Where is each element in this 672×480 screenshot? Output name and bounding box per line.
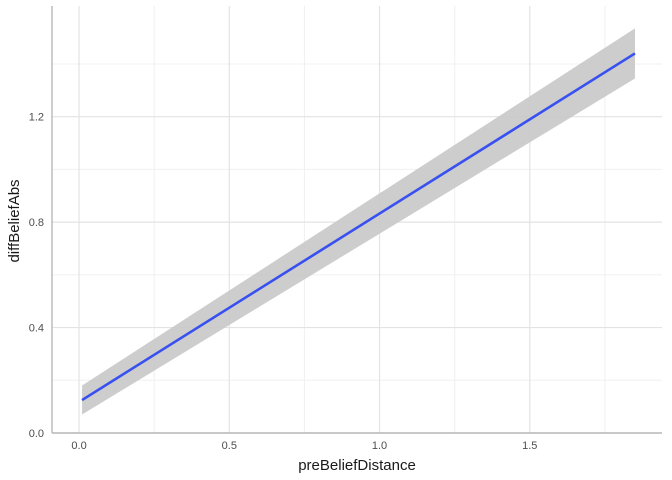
confidence-band-0 xyxy=(82,28,635,415)
y-axis-title: diffBeliefAbs xyxy=(6,179,23,262)
x-tick-label-1: 0.5 xyxy=(222,440,237,452)
confidence-band-layer xyxy=(82,28,635,415)
x-tick-label-3: 1.5 xyxy=(522,440,537,452)
y-tick-labels: 0.0 0.4 0.8 1.2 xyxy=(29,112,44,440)
x-tick-label-2: 1.0 xyxy=(372,440,387,452)
y-tick-label-2: 0.8 xyxy=(29,217,44,229)
x-axis-title: preBeliefDistance xyxy=(298,457,416,474)
fit-line-0 xyxy=(81,52,636,402)
y-tick-label-0: 0.0 xyxy=(29,428,44,440)
fit-line-layer xyxy=(81,52,636,402)
x-tick-labels: 0.0 0.5 1.0 1.5 xyxy=(71,440,537,452)
y-tick-label-1: 0.4 xyxy=(29,323,44,335)
axis-lines xyxy=(51,6,662,434)
y-tick-label-3: 1.2 xyxy=(29,112,44,124)
x-tick-label-0: 0.0 xyxy=(71,440,86,452)
